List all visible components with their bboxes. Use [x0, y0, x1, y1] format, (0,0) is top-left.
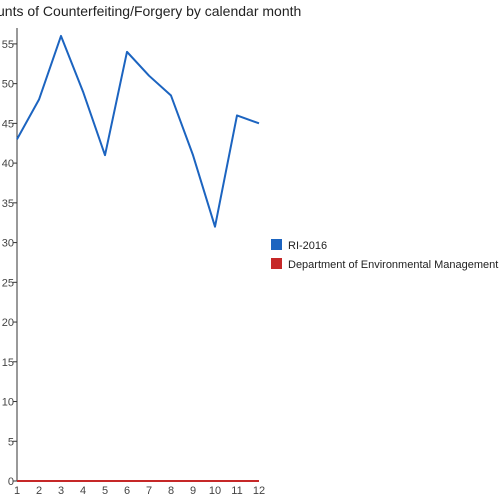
x-tick-label: 4	[80, 485, 86, 497]
legend-swatch	[271, 239, 282, 250]
y-tick-label: 45	[2, 118, 14, 130]
legend-label: Department of Environmental Management	[288, 259, 498, 271]
x-tick-label: 9	[190, 485, 196, 497]
y-tick-label: 15	[2, 357, 14, 369]
y-tick-label: 20	[2, 317, 14, 329]
x-tick-label: 8	[168, 485, 174, 497]
x-tick-label: 12	[253, 485, 265, 497]
y-tick-label: 50	[2, 79, 14, 91]
y-tick-label: 55	[2, 39, 14, 51]
series-layer	[16, 34, 260, 482]
y-tick-label: 25	[2, 277, 14, 289]
x-tick-label: 6	[124, 485, 130, 497]
legend: RI-2016 Department of Environmental Manag…	[271, 239, 498, 271]
y-axis: 0 5 10 15 20 25 30 35 40 45 50 55	[2, 28, 18, 488]
x-tick-label: 11	[231, 485, 242, 497]
x-tick-label: 1	[14, 485, 20, 497]
chart-title: unts of Counterfeiting/Forgery by calend…	[0, 3, 301, 19]
x-tick-label: 10	[209, 485, 221, 497]
y-tick-label: 5	[8, 436, 14, 448]
y-tick-label: 10	[2, 397, 14, 409]
x-tick-label: 7	[146, 485, 152, 497]
y-tick-label: 30	[2, 238, 14, 250]
y-tick-label: 0	[8, 476, 14, 488]
x-tick-label: 3	[58, 485, 64, 497]
legend-label: RI-2016	[288, 240, 327, 252]
y-tick-label: 35	[2, 198, 14, 210]
x-tick-label: 5	[102, 485, 108, 497]
legend-swatch	[271, 258, 282, 269]
series-line	[16, 34, 260, 228]
x-axis: 1 2 3 4 5 6 7 8 9 10 11 12	[14, 485, 265, 497]
x-tick-label: 2	[36, 485, 42, 497]
y-tick-label: 40	[2, 158, 14, 170]
